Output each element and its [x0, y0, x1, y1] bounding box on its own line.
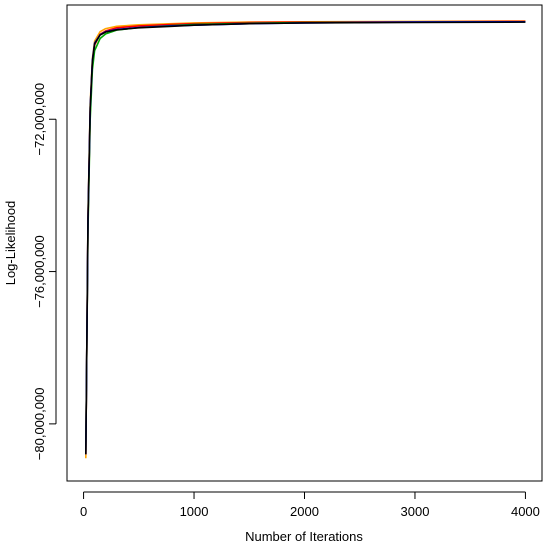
- x-tick-label: 3000: [401, 504, 430, 519]
- x-tick-label: 1000: [180, 504, 209, 519]
- plot-frame: [66, 4, 543, 482]
- x-axis-title: Number of Iterations: [245, 529, 363, 544]
- y-axis: −80,000,000 −76,000,000 −72,000,000: [32, 83, 57, 461]
- x-tick-label: 4000: [511, 504, 540, 519]
- y-tick-label: −80,000,000: [32, 388, 47, 461]
- y-axis-title: Log-Likelihood: [3, 201, 18, 286]
- x-axis: 0 1000 2000 3000 4000: [80, 491, 540, 519]
- x-tick-label: 2000: [290, 504, 319, 519]
- series-line-4: [85, 21, 526, 455]
- series-line-3: [85, 21, 526, 451]
- y-tick-label: −76,000,000: [32, 235, 47, 308]
- x-tick-label: 0: [80, 504, 87, 519]
- series-line-5: [85, 21, 526, 455]
- series-line-2: [85, 20, 526, 455]
- series-layer: [85, 20, 526, 459]
- series-line-1: [85, 20, 526, 459]
- y-tick-label: −72,000,000: [32, 83, 47, 156]
